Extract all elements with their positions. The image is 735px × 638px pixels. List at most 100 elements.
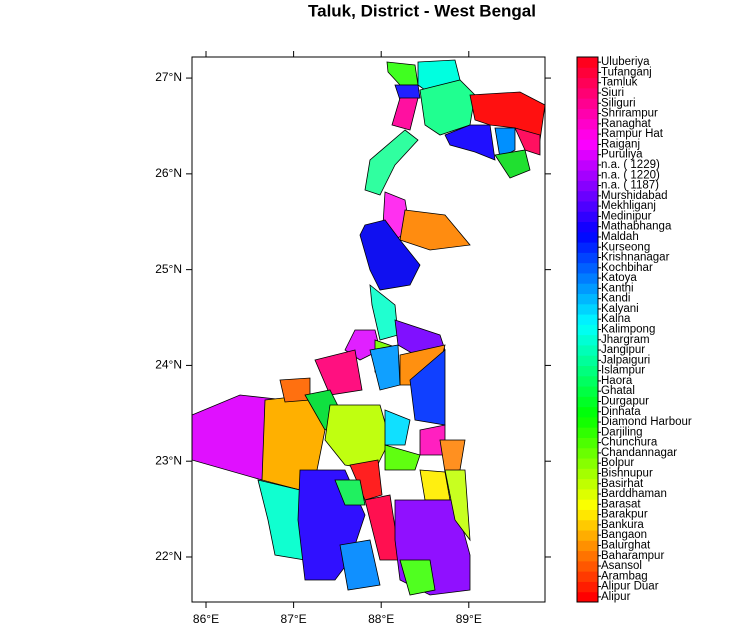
region <box>444 469 471 542</box>
legend-label: Murshidabad <box>601 190 667 202</box>
legend-swatch <box>577 499 598 510</box>
legend-swatch <box>577 365 598 377</box>
legend-swatch <box>577 509 598 521</box>
legend-label: Maldah <box>601 231 639 243</box>
legend-swatch <box>577 581 598 593</box>
legend-label: n.a. ( 1229) <box>601 159 660 171</box>
x-tick-label: 87°E <box>281 612 307 626</box>
legend-label: Barddhaman <box>601 488 667 500</box>
legend-label: Jangipur <box>601 344 645 356</box>
legend-swatch <box>577 242 598 253</box>
legend-swatch <box>577 87 598 99</box>
region <box>386 61 419 86</box>
region <box>391 97 419 131</box>
x-tick-label: 88°E <box>368 612 394 626</box>
legend-label: Chunchura <box>601 437 658 449</box>
legend-label: Alipur <box>601 591 631 603</box>
legend-label: Kandi <box>601 293 630 305</box>
legend-swatch <box>577 478 598 490</box>
legend-swatch <box>577 57 598 68</box>
legend-swatch <box>577 262 598 274</box>
legend-label: Mathabhanga <box>601 221 672 233</box>
y-tick-label: 24°N <box>155 358 182 372</box>
legend-swatch <box>577 159 598 171</box>
region <box>384 409 411 446</box>
legend-label: Alipur Duar <box>601 581 659 593</box>
chart-title: Taluk, District - West Bengal <box>308 1 536 20</box>
legend-swatch <box>577 118 598 130</box>
legend-swatch <box>577 252 598 264</box>
legend-swatch <box>577 386 598 397</box>
region <box>324 404 391 471</box>
region <box>334 479 366 506</box>
legend-label: Krishnanagar <box>601 252 670 264</box>
legend-swatch <box>577 108 598 120</box>
legend-swatch <box>577 571 598 582</box>
region <box>494 149 531 179</box>
legend-label: Jhargram <box>601 334 650 346</box>
legend-swatch <box>577 67 598 79</box>
legend-swatch <box>577 560 598 572</box>
legend-label: Bangaon <box>601 529 647 541</box>
legend-swatch <box>577 200 598 212</box>
legend-frame <box>576 56 599 603</box>
legend-swatch <box>577 314 598 325</box>
legend-swatch <box>577 128 598 140</box>
legend-label: Bankura <box>601 519 644 531</box>
legend-swatch <box>577 221 598 233</box>
region <box>364 129 419 196</box>
legend-label: Baharampur <box>601 550 664 562</box>
legend-swatch <box>577 447 598 459</box>
legend-swatch <box>577 540 598 552</box>
legend-label: Basirhat <box>601 478 644 490</box>
legend-label: Puruliya <box>601 149 643 161</box>
legend-label: n.a. ( 1220) <box>601 169 660 181</box>
legend-label: n.a. ( 1187) <box>601 180 659 192</box>
legend-swatch <box>577 211 598 223</box>
region <box>384 444 421 471</box>
legend-label: Bolpur <box>601 457 634 469</box>
legend-label: Kalyani <box>601 303 639 315</box>
legend-swatch <box>577 180 598 192</box>
legend-swatch <box>577 272 598 284</box>
legend-swatch <box>577 190 598 202</box>
region <box>314 349 363 396</box>
legend-swatch <box>577 406 598 418</box>
region <box>399 209 471 251</box>
legend-swatch <box>577 293 598 305</box>
legend-swatch <box>577 396 598 408</box>
legend-label: Kurseong <box>601 241 650 253</box>
legend-label: Tamluk <box>601 77 638 89</box>
legend-label: Asansol <box>601 560 642 572</box>
region <box>369 344 401 391</box>
region <box>444 124 496 161</box>
y-tick-label: 26°N <box>155 166 182 180</box>
region <box>439 439 466 473</box>
legend-swatch <box>577 139 598 151</box>
legend-label: Ghatal <box>601 385 635 397</box>
legend-swatch <box>577 591 598 603</box>
legend-label: Dinhata <box>601 406 641 418</box>
legend-label: Balurghat <box>601 539 651 551</box>
legend-label: Shrirampur <box>601 108 658 120</box>
legend-swatch <box>577 77 598 89</box>
y-tick-label: 23°N <box>155 453 182 467</box>
region <box>279 377 311 403</box>
legend-swatch <box>577 427 598 438</box>
legend-label: Raiganj <box>601 138 640 150</box>
legend-label: Mekhliganj <box>601 200 656 212</box>
legend-swatch <box>577 170 598 181</box>
region <box>399 559 436 596</box>
legend-swatch <box>577 231 598 243</box>
region <box>359 219 421 291</box>
legend-label: Kanthi <box>601 282 634 294</box>
x-tick-label: 86°E <box>193 612 219 626</box>
map-regions <box>191 59 546 596</box>
region <box>257 479 306 561</box>
y-tick-label: 25°N <box>155 262 182 276</box>
legend-label: Barasat <box>601 498 641 510</box>
region <box>394 84 421 101</box>
legend-swatch <box>577 334 598 346</box>
legend-swatch <box>577 344 598 356</box>
